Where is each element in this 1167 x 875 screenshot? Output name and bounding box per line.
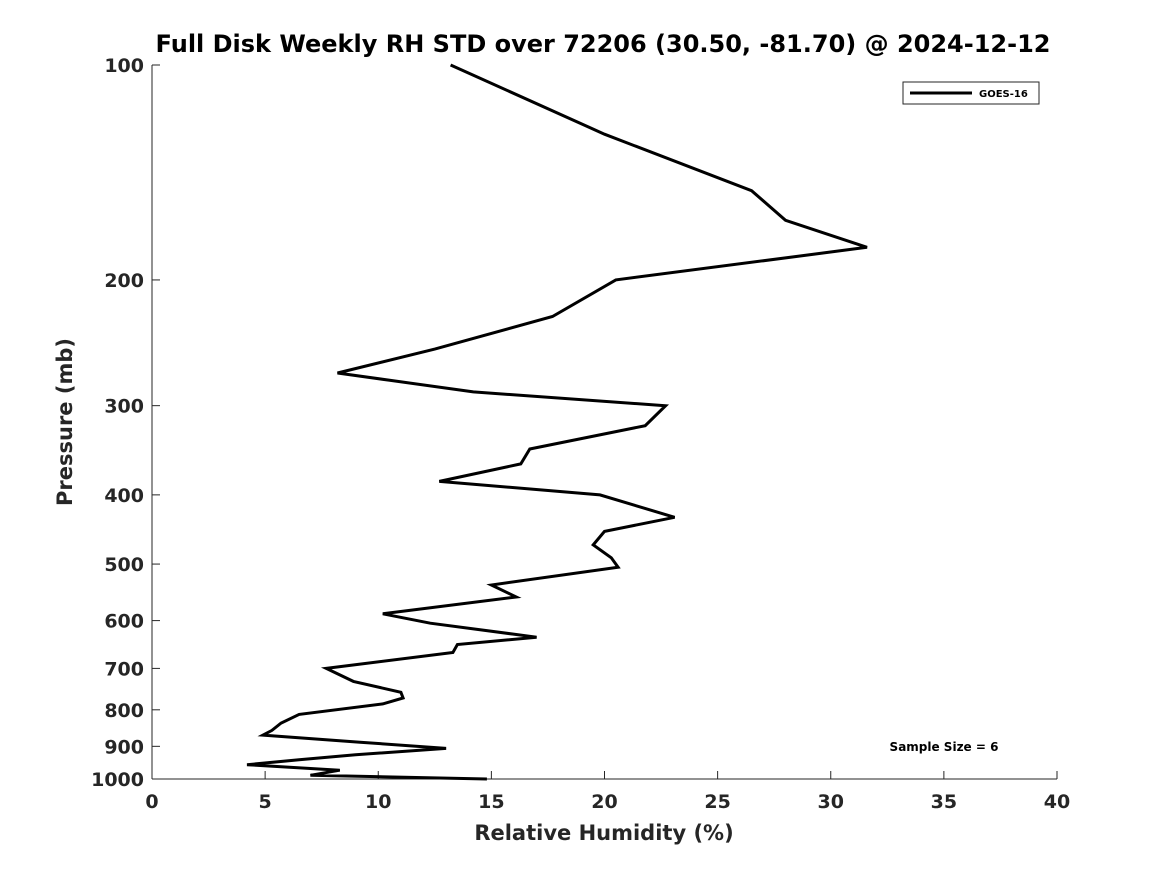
x-tick-label: 20 [591,791,617,813]
y-tick-label: 500 [104,554,144,576]
y-tick-label: 400 [104,485,144,507]
y-tick-label: 800 [104,700,144,722]
x-tick-label: 35 [931,791,957,813]
y-tick-label: 200 [104,270,144,292]
series-layer [246,63,868,781]
y-tick-label: 300 [104,396,144,418]
x-tick-label: 0 [145,791,158,813]
plot-area [152,65,1057,779]
x-tick-label: 10 [365,791,391,813]
series-line-goes-16 [246,63,868,781]
x-axis-ticks: 0 5 10 15 20 25 30 35 40 [145,771,1070,813]
sample-size-annotation: Sample Size = 6 [890,740,999,754]
x-axis-label: Relative Humidity (%) [474,821,733,845]
y-tick-label: 100 [104,55,144,77]
y-tick-label: 600 [104,611,144,633]
y-axis-ticks: 100 200 300 400 500 600 700 800 900 1000 [91,55,160,791]
y-tick-label: 700 [104,658,144,680]
x-tick-label: 25 [704,791,730,813]
x-tick-label: 30 [818,791,844,813]
y-tick-label: 1000 [91,769,144,791]
x-tick-label: 5 [259,791,272,813]
y-tick-label: 900 [104,736,144,758]
y-axis-label: Pressure (mb) [53,338,77,506]
legend: GOES-16 [902,81,1040,105]
x-tick-label: 40 [1044,791,1070,813]
chart-title: Full Disk Weekly RH STD over 72206 (30.5… [156,30,1051,58]
legend-label-goes-16: GOES-16 [979,89,1028,100]
x-tick-label: 15 [478,791,504,813]
